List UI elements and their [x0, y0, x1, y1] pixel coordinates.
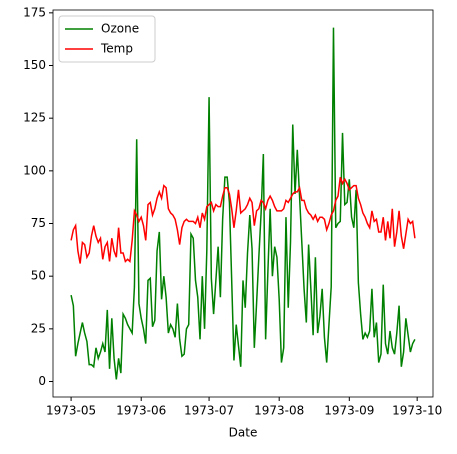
y-tick-label: 75 [31, 216, 46, 230]
legend-box [58, 15, 156, 63]
x-tick-label: 1973-05 [46, 404, 96, 418]
line [70, 176, 416, 264]
y-tick-label: 0 [38, 374, 46, 388]
y-tick-label: 50 [31, 269, 46, 283]
x-axis-label: Date [229, 426, 258, 440]
x-tick-label: 1973-08 [254, 404, 304, 418]
x-tick-label: 1973-09 [324, 404, 374, 418]
line [70, 27, 416, 380]
x-tick-label: 1973-10 [392, 404, 442, 418]
y-tick-label: 25 [31, 321, 46, 335]
y-tick-label: 100 [23, 163, 46, 177]
y-tick-label: 150 [23, 58, 46, 72]
x-tick-label: 1973-07 [184, 404, 234, 418]
legend-label: Ozone [101, 22, 139, 36]
y-tick-label: 175 [23, 5, 46, 19]
plot-frame [52, 9, 434, 398]
legend-label: Temp [100, 42, 133, 56]
x-tick-label: 1973-06 [116, 404, 166, 418]
y-tick-label: 125 [23, 111, 46, 125]
